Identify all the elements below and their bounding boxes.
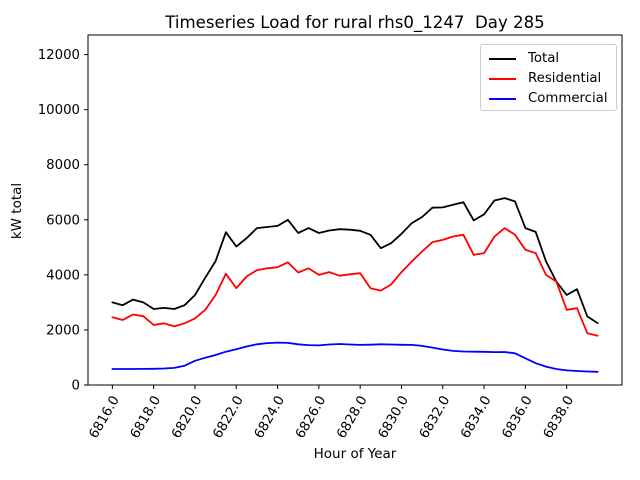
x-tick-label: 6828.0 (334, 394, 370, 442)
legend-item-commercial: Commercial (489, 89, 610, 109)
legend: Total Residential Commercial (480, 44, 617, 111)
legend-label: Commercial (528, 91, 608, 106)
series-line-commercial (111, 341, 599, 373)
x-tick-label: 6832.0 (417, 394, 453, 442)
x-tick-label: 6824.0 (252, 394, 288, 442)
axes-spines (87, 34, 623, 386)
y-tick-label: 6000 (46, 213, 80, 228)
x-tick-label: 6830.0 (376, 394, 412, 442)
x-tick-label: 6822.0 (211, 394, 247, 442)
chart-title: Timeseries Load for rural rhs0_1247 Day … (165, 13, 545, 32)
y-tick-label: 2000 (46, 323, 80, 338)
x-axis-label: Hour of Year (313, 446, 397, 462)
x-tick-label: 6836.0 (500, 394, 536, 442)
x-tick-label: 6816.0 (87, 394, 123, 442)
y-axis-label: kW total (9, 182, 25, 240)
legend-label: Residential (528, 71, 602, 86)
series-line-residential (111, 227, 599, 337)
y-tick-label: 4000 (46, 268, 80, 283)
legend-line-swatch (489, 58, 516, 60)
x-tick-label: 6818.0 (128, 394, 164, 442)
legend-label: Total (528, 51, 560, 66)
y-tick-label: 8000 (46, 158, 80, 173)
x-tick-label: 6838.0 (541, 394, 577, 442)
legend-line-swatch (489, 98, 516, 100)
y-tick-label: 10000 (38, 103, 80, 118)
legend-item-residential: Residential (489, 69, 610, 89)
legend-item-total: Total (489, 49, 610, 69)
x-tick-label: 6820.0 (169, 394, 205, 442)
legend-line-swatch (489, 78, 516, 80)
x-tick-label: 6834.0 (458, 394, 494, 442)
y-tick-label: 12000 (38, 48, 80, 63)
y-tick-label: 0 (72, 379, 80, 394)
x-tick-label: 6826.0 (293, 394, 329, 442)
series-line-total (111, 197, 599, 325)
